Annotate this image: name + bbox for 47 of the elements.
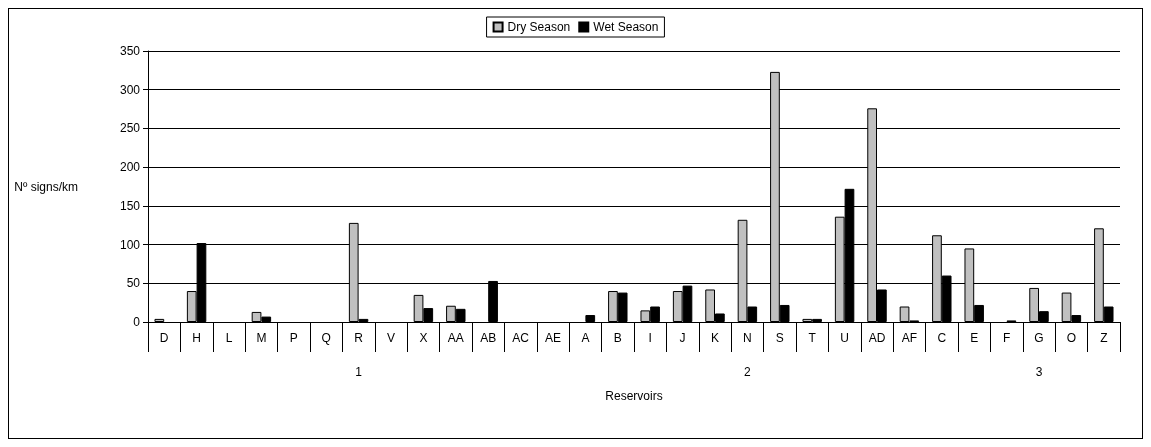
x-tick-label: X bbox=[419, 331, 428, 345]
x-tick-label: AA bbox=[447, 331, 464, 345]
text: 3 bbox=[1035, 365, 1043, 379]
x-tick-label: AB bbox=[480, 331, 497, 345]
x-tick-label: M bbox=[256, 331, 267, 345]
x-tick-label: R bbox=[354, 331, 364, 345]
x-tick-label: V bbox=[386, 331, 396, 345]
text: 2 bbox=[744, 365, 752, 379]
y-axis-title: Nº signs/km bbox=[14, 179, 78, 194]
x-tick-label: Q bbox=[321, 331, 331, 345]
legend-label: Wet Season bbox=[593, 20, 659, 34]
x-tick-label: AD bbox=[868, 331, 886, 345]
y-tick-label: 150 bbox=[119, 198, 141, 213]
x-tick-label: A bbox=[581, 331, 590, 345]
x-tick-label: D bbox=[159, 331, 169, 345]
x-tick-label: H bbox=[192, 331, 201, 345]
y-tick-label: 0 bbox=[133, 315, 141, 329]
x-tick-label: B bbox=[613, 331, 622, 345]
x-tick-label: AE bbox=[544, 331, 562, 345]
bar bbox=[154, 318, 165, 322]
x-tick-label: E bbox=[970, 331, 979, 345]
y-tick-label: 300 bbox=[119, 82, 141, 97]
x-tick-label: L bbox=[225, 331, 233, 345]
x-tick-label: N bbox=[743, 331, 752, 345]
y-tick-label: 50 bbox=[126, 276, 141, 291]
legend-label: Dry Season bbox=[507, 20, 571, 34]
y-tick-label: 200 bbox=[119, 160, 141, 175]
x-tick-label: T bbox=[808, 331, 817, 345]
x-tick-label: J bbox=[679, 331, 686, 345]
bar bbox=[585, 315, 596, 322]
x-tick-label: Z bbox=[1100, 331, 1108, 345]
x-tick-label: U bbox=[840, 331, 849, 345]
y-tick-label: 350 bbox=[119, 44, 141, 58]
x-tick-label: S bbox=[775, 331, 784, 345]
y-tick-label: 250 bbox=[119, 121, 141, 136]
x-tick-label: C bbox=[937, 331, 947, 345]
x-tick-label: AC bbox=[512, 331, 530, 345]
x-tick-label: K bbox=[710, 331, 720, 345]
x-tick-label: I bbox=[648, 331, 652, 345]
x-tick-label: F bbox=[1002, 331, 1011, 345]
y-tick-label: 100 bbox=[119, 237, 141, 252]
x-axis-title: Reservoirs bbox=[605, 389, 663, 403]
text: 1 bbox=[355, 365, 363, 379]
x-tick-label: O bbox=[1066, 331, 1077, 345]
x-tick-label: G bbox=[1034, 331, 1044, 345]
x-tick-label: AF bbox=[901, 331, 918, 345]
x-tick-label: P bbox=[289, 331, 298, 345]
